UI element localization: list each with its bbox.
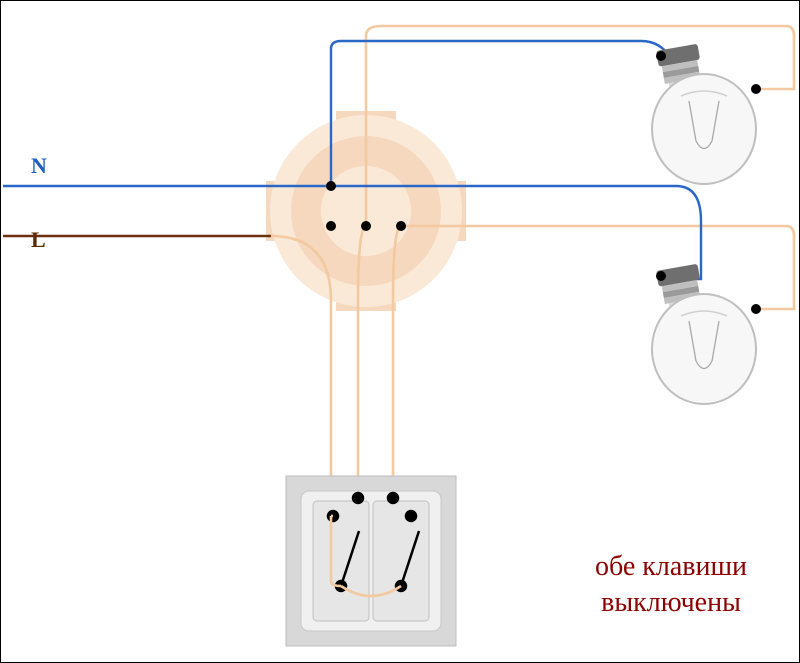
- caption: обе клавиши выключены: [556, 549, 786, 622]
- caption-line2: выключены: [601, 587, 741, 618]
- double-switch: [286, 476, 456, 646]
- bulb-1: [652, 44, 761, 184]
- label-neutral: N: [31, 153, 47, 179]
- caption-line1: обе клавиши: [595, 551, 747, 582]
- bulb-2: [652, 264, 761, 404]
- label-live: L: [31, 227, 46, 253]
